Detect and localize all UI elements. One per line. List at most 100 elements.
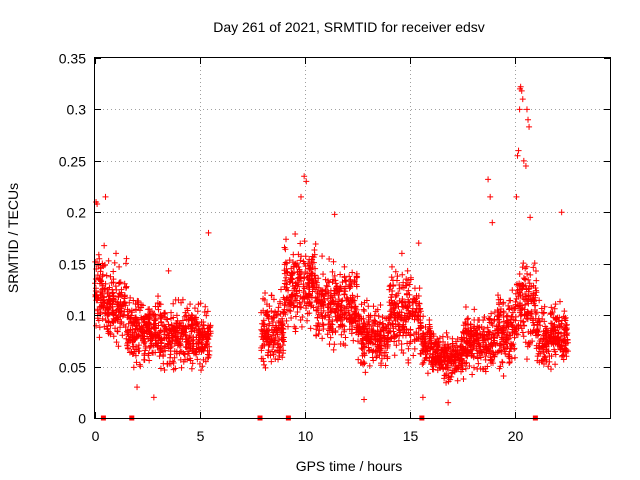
data-point [138,314,145,321]
data-point [499,358,506,365]
data-point [387,314,394,321]
data-point [548,325,555,332]
data-point [314,314,321,321]
data-point [138,304,145,311]
data-point [121,301,128,308]
data-point [112,312,119,319]
data-point [438,348,445,355]
data-point [405,357,412,364]
data-point [268,292,275,299]
data-point [500,344,507,351]
data-point [560,338,567,345]
data-point [274,340,281,347]
data-point [348,304,355,311]
data-point [173,327,180,334]
data-point [177,333,184,340]
data-point [509,287,516,294]
data-point [294,279,301,286]
data-point [503,345,510,352]
data-point [105,318,112,325]
data-point [432,357,439,364]
data-point [522,163,529,169]
data-point [119,332,126,339]
data-point [133,359,140,366]
data-point [418,338,425,345]
data-point [284,323,291,330]
data-point [354,338,361,345]
data-point [307,275,314,282]
data-point [306,310,313,317]
data-point [391,352,398,359]
data-point [103,323,110,330]
data-point [283,295,290,302]
data-point [423,331,430,338]
data-point [360,315,367,322]
data-point [320,326,327,333]
data-point [275,356,282,363]
data-point [122,260,129,267]
data-point [282,259,289,266]
data-point [290,251,297,258]
data-point [309,259,316,266]
data-point [260,317,267,324]
data-point [536,297,543,304]
data-point [179,296,186,303]
data-point [179,317,186,324]
data-point [266,336,273,343]
data-point [281,244,288,251]
data-point [292,313,299,320]
data-point [196,337,203,344]
data-point [149,333,156,340]
data-point [359,340,366,347]
data-point [533,289,540,296]
data-point [380,326,387,333]
data-point [151,330,158,337]
data-point [156,329,163,336]
data-point [552,361,559,368]
data-point [545,348,551,355]
data-point [330,346,337,353]
data-point [361,308,368,315]
data-point [518,87,525,94]
data-point [298,323,305,330]
data-point [193,334,200,341]
data-point [436,335,443,342]
data-point [551,305,558,312]
data-point [526,280,533,287]
data-point [113,250,120,257]
data-point [451,352,458,359]
data-point [536,318,543,325]
data-point [109,303,116,310]
data-point [278,286,285,293]
data-point [317,299,324,306]
data-point [448,360,455,367]
data-point [114,300,121,307]
data-point [142,347,149,354]
data-point [134,384,141,391]
data-point [377,319,384,326]
data-point [353,273,360,280]
data-point [128,307,135,314]
data-point [479,348,486,355]
data-point [195,322,202,329]
data-point [407,274,414,281]
data-point [366,321,373,328]
data-point [464,328,471,335]
data-point [273,312,280,319]
data-point [441,375,448,382]
data-point [392,317,399,324]
data-point [507,297,514,304]
data-point [523,356,530,363]
data-point [384,353,391,360]
data-point [304,310,311,317]
data-point [121,292,128,299]
data-points [92,83,571,406]
data-point [292,296,299,303]
data-point [258,326,265,333]
y-tick-label: 0.15 [59,257,86,273]
data-point [346,318,353,325]
data-point [104,306,111,313]
data-point [283,236,290,243]
data-point [365,303,372,310]
data-point [393,300,400,307]
